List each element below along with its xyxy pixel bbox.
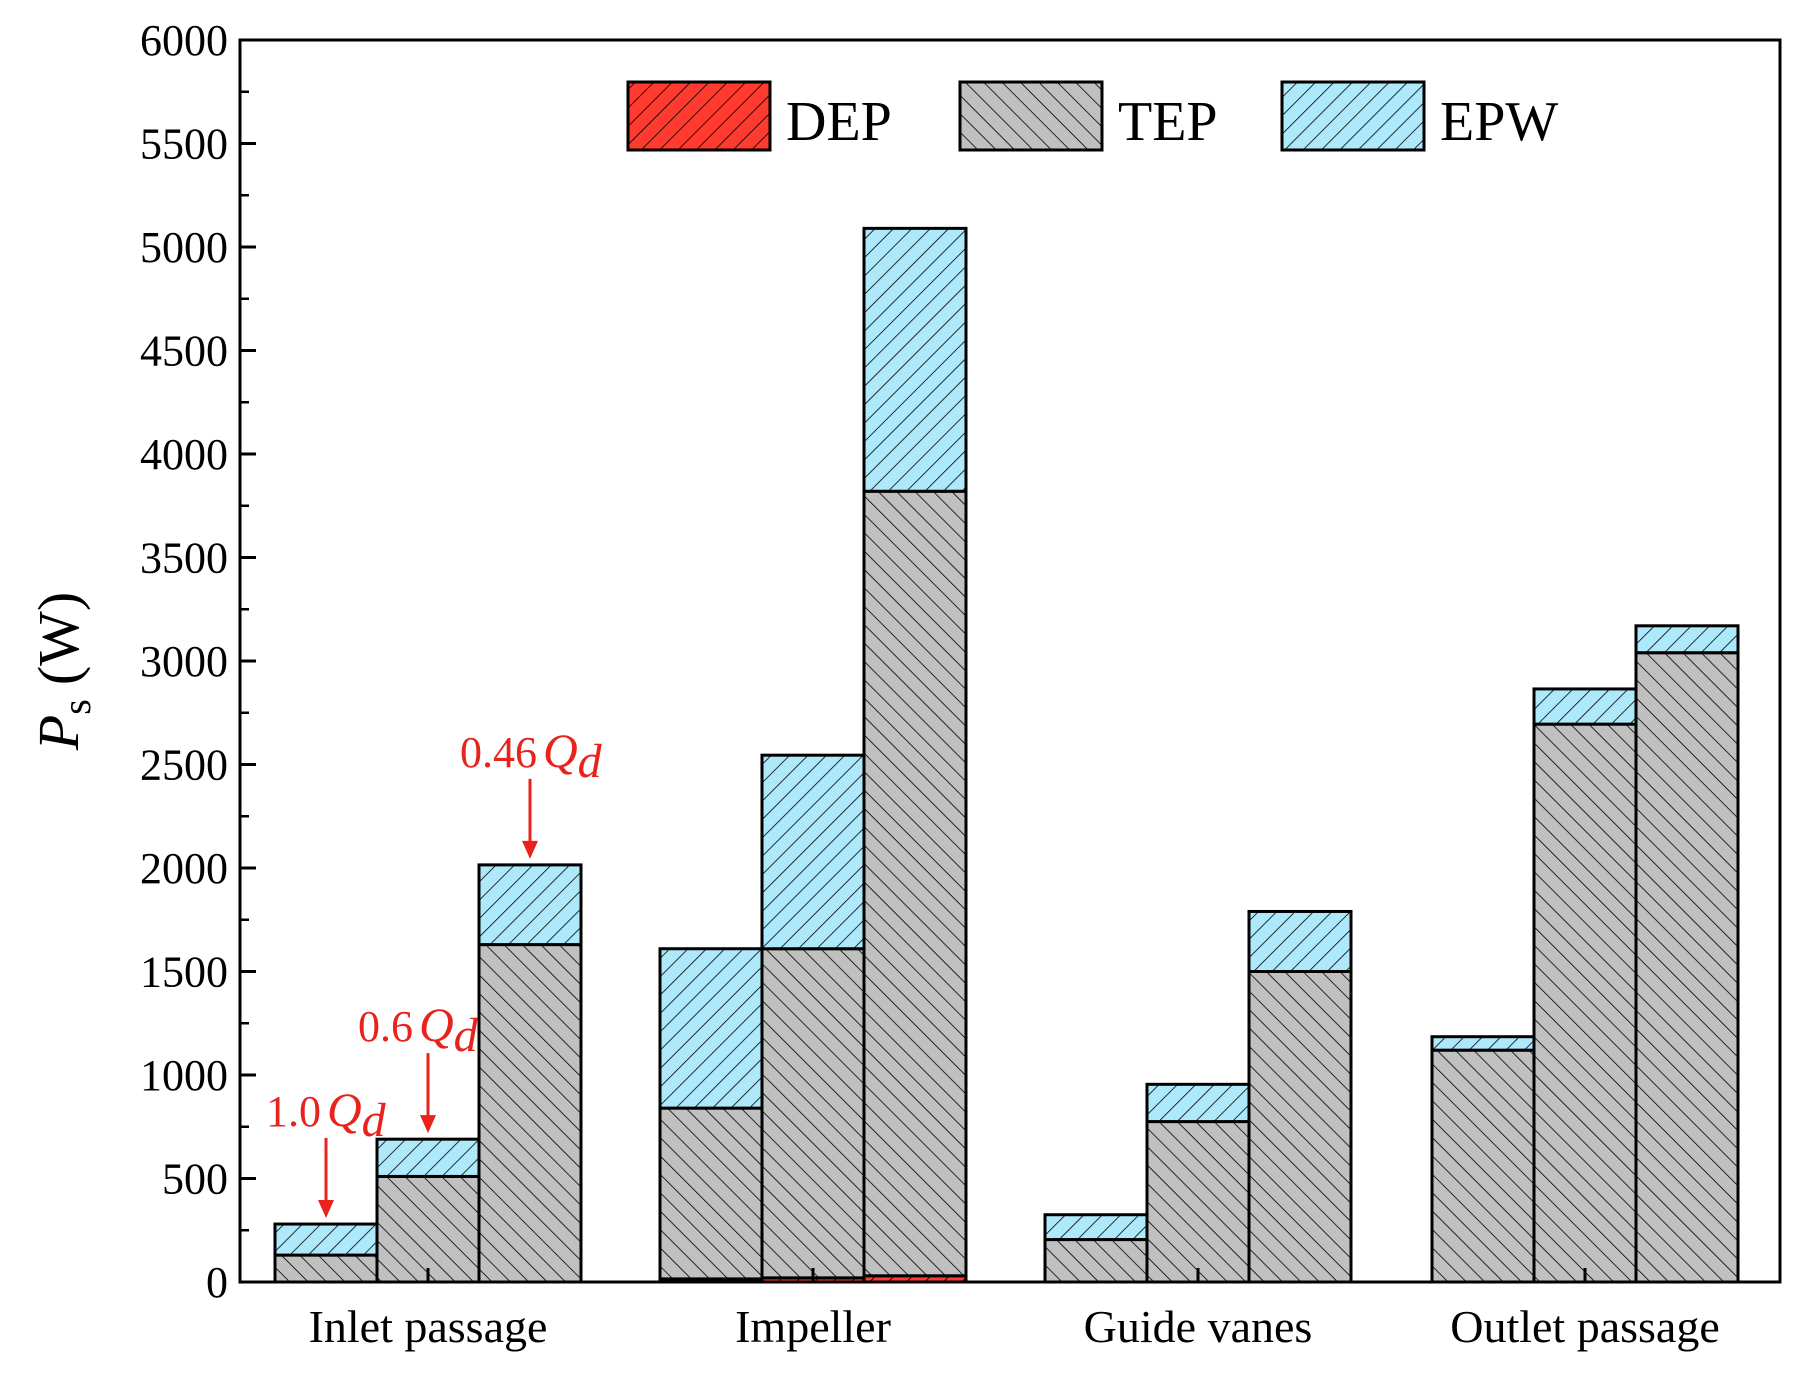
legend-swatch-tep-hatch bbox=[958, 80, 1104, 152]
annotation-arrow-head bbox=[420, 1115, 436, 1134]
bar-epw-outlet-passage-0_6qd-hatch bbox=[1532, 687, 1638, 726]
y-tick-label: 3000 bbox=[140, 637, 228, 686]
bar-tep-impeller-0_46qd-hatch bbox=[862, 489, 968, 1278]
legend-label-dep: DEP bbox=[786, 91, 892, 153]
annotation-arrow-head bbox=[318, 1200, 334, 1219]
bar-epw-inlet-passage-0_46qd-hatch bbox=[477, 863, 583, 947]
bar-epw-inlet-passage-1_0qd-hatch bbox=[273, 1222, 379, 1257]
bar-tep-inlet-passage-0_46qd-hatch bbox=[477, 943, 583, 1284]
y-axis-title: Ps(W) bbox=[26, 592, 99, 751]
annotation-label: 0.46 Qd bbox=[460, 725, 603, 788]
y-tick-label: 6000 bbox=[140, 16, 228, 65]
bar-tep-outlet-passage-0_6qd-hatch bbox=[1532, 722, 1638, 1284]
bar-epw-guide-vanes-0_46qd-hatch bbox=[1247, 909, 1353, 973]
bar-tep-impeller-1_0qd-hatch bbox=[658, 1106, 764, 1281]
axes-layer: 0 500 1000 1500 2000 2500 3000 3500 4000 4500 5000… bbox=[140, 16, 1782, 1352]
legend-label-tep: TEP bbox=[1118, 91, 1218, 153]
y-tick-label: 3500 bbox=[140, 534, 228, 583]
bar-epw-impeller-1_0qd-hatch bbox=[658, 947, 764, 1110]
y-tick-label: 2500 bbox=[140, 741, 228, 790]
bars-layer bbox=[273, 226, 1740, 1284]
x-category-label: Outlet passage bbox=[1450, 1301, 1720, 1352]
bar-epw-impeller-0_6qd-hatch bbox=[760, 753, 866, 951]
y-tick-label: 4000 bbox=[140, 430, 228, 479]
x-category-label: Impeller bbox=[735, 1301, 891, 1352]
x-category-label: Inlet passage bbox=[309, 1301, 548, 1352]
bar-tep-inlet-passage-1_0qd-hatch bbox=[273, 1253, 379, 1284]
bar-tep-guide-vanes-1_0qd-hatch bbox=[1043, 1238, 1149, 1284]
bar-epw-outlet-passage-0_46qd-hatch bbox=[1634, 624, 1740, 655]
y-tick-label: 4500 bbox=[140, 327, 228, 376]
bar-tep-outlet-passage-1_0qd-hatch bbox=[1430, 1048, 1536, 1284]
x-category-label: Guide vanes bbox=[1084, 1301, 1313, 1352]
annotation-arrow-head bbox=[522, 840, 538, 859]
legend-swatch-dep-hatch bbox=[626, 80, 772, 152]
annotation-label: 0.6 Qd bbox=[358, 999, 479, 1062]
bar-tep-impeller-0_6qd-hatch bbox=[760, 947, 866, 1280]
legend-swatch-epw-hatch bbox=[1280, 80, 1426, 152]
bar-tep-guide-vanes-0_6qd-hatch bbox=[1145, 1120, 1251, 1284]
bar-epw-guide-vanes-1_0qd-hatch bbox=[1043, 1213, 1149, 1242]
annotation-label: 1.0 Qd bbox=[266, 1084, 387, 1147]
y-tick-label: 5500 bbox=[140, 120, 228, 169]
y-tick-label: 1500 bbox=[140, 948, 228, 997]
y-tick-label: 0 bbox=[206, 1258, 228, 1307]
bar-tep-guide-vanes-0_46qd-hatch bbox=[1247, 970, 1353, 1284]
bar-epw-inlet-passage-0_6qd-hatch bbox=[375, 1137, 481, 1178]
y-tick-label: 500 bbox=[162, 1155, 228, 1204]
bar-tep-outlet-passage-0_46qd-hatch bbox=[1634, 651, 1740, 1284]
bar-epw-outlet-passage-1_0qd-hatch bbox=[1430, 1035, 1536, 1052]
bar-epw-guide-vanes-0_6qd-hatch bbox=[1145, 1082, 1251, 1124]
legend: DEP TEP EPW bbox=[626, 80, 1558, 153]
y-tick-label: 2000 bbox=[140, 844, 228, 893]
legend-label-epw: EPW bbox=[1440, 91, 1558, 153]
y-tick-label: 1000 bbox=[140, 1051, 228, 1100]
y-tick-label: 5000 bbox=[140, 223, 228, 272]
annotations-layer: 1.0 Qd 0.6 Qd 0.46 Qd bbox=[266, 725, 603, 1219]
bar-tep-inlet-passage-0_6qd-hatch bbox=[375, 1174, 481, 1284]
bar-epw-impeller-0_46qd-hatch bbox=[862, 226, 968, 493]
y-axis-label: Ps(W) bbox=[26, 592, 99, 751]
